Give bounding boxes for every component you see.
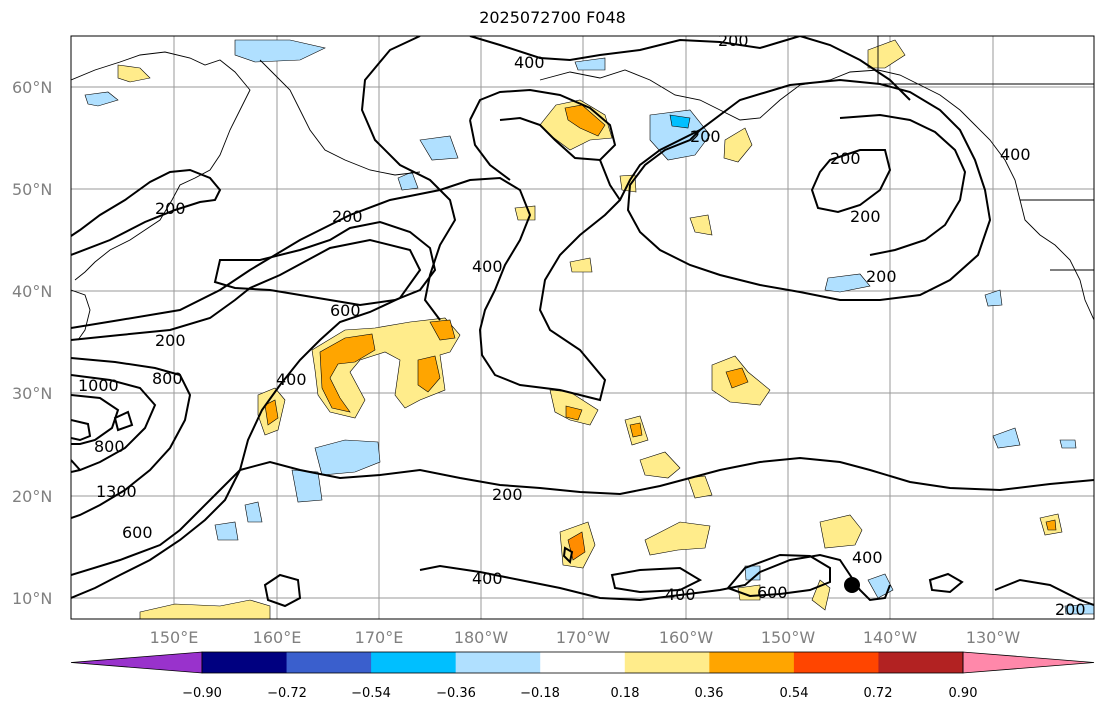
colorbar-segment: [286, 652, 372, 673]
contour-label: 200: [155, 331, 186, 350]
contour-label: 600: [122, 523, 153, 542]
latitude-labels: 60°N 50°N 40°N 30°N 20°N 10°N: [12, 78, 52, 608]
gridlines: [71, 36, 1094, 619]
contour-label: 200: [492, 485, 523, 504]
contour-label: 400: [472, 257, 503, 276]
contour-label: 200: [850, 207, 881, 226]
lon-label: 150°W: [761, 628, 816, 647]
map-border: [70, 35, 1095, 620]
contour-label: 800: [94, 437, 125, 456]
contour-label: 1300: [96, 482, 137, 501]
colorbar-tick-label: 0.72: [864, 686, 893, 701]
coastlines: [71, 36, 1094, 341]
contour-label: 1000: [78, 376, 119, 395]
contour-label: 200: [718, 31, 749, 50]
colorbar-segments: [70, 651, 1095, 674]
lat-label: 20°N: [12, 487, 52, 506]
contour-lines: [71, 36, 1094, 608]
lat-label: 40°N: [12, 282, 52, 301]
contour-label: 400: [1000, 145, 1031, 164]
colorbar-extend-low: [70, 651, 203, 674]
contour-labels: 200 400 200 200 200 400 600 200 200 200 …: [78, 31, 1086, 619]
lon-label: 170°E: [355, 628, 404, 647]
contour-label: 200: [155, 199, 186, 218]
plot-title: 2025072700 F048: [479, 8, 626, 27]
lat-label: 10°N: [12, 589, 52, 608]
colorbar-tick-label: −0.36: [436, 686, 476, 701]
lon-label: 130°W: [966, 628, 1021, 647]
colorbar-outline: [201, 651, 964, 674]
storm-location-marker: [844, 577, 860, 593]
contour-label: 200: [830, 149, 861, 168]
colorbar-tick-label: −0.54: [351, 686, 391, 701]
contour-label: 400: [472, 569, 503, 588]
lat-label: 30°N: [12, 384, 52, 403]
colorbar-segment: [371, 652, 457, 673]
contour-label: 600: [330, 301, 361, 320]
colorbar-tick-label: −0.18: [520, 686, 560, 701]
colorbar-segment: [455, 652, 541, 673]
colorbar-segment: [878, 652, 964, 673]
colorbar-ticks: −0.90 −0.72 −0.54 −0.36 −0.18 0.18 0.36 …: [182, 686, 977, 701]
colorbar-tick-label: −0.90: [182, 686, 222, 701]
colorbar-segment: [624, 652, 710, 673]
colorbar-segment: [793, 652, 879, 673]
contour-label: 400: [514, 53, 545, 72]
contour-label: 200: [1055, 600, 1086, 619]
lon-label: 140°W: [863, 628, 918, 647]
lon-label: 160°E: [253, 628, 302, 647]
colorbar-tick-label: 0.18: [611, 686, 640, 701]
lat-label: 50°N: [12, 180, 52, 199]
colorbar-tick-label: 0.36: [695, 686, 724, 701]
lon-label: 150°E: [150, 628, 199, 647]
lon-label: 180°W: [454, 628, 509, 647]
contour-label: 200: [866, 267, 897, 286]
shaded-anomalies: [84, 39, 1094, 619]
longitude-labels: 150°E 160°E 170°E 180°W 170°W 160°W 150°…: [150, 628, 1021, 647]
colorbar-tick-label: 0.54: [780, 686, 809, 701]
contour-label: 400: [665, 585, 696, 604]
colorbar-tick-label: −0.72: [267, 686, 307, 701]
colorbar-extend-high: [962, 651, 1095, 674]
lon-label: 160°W: [659, 628, 714, 647]
contour-label: 200: [332, 207, 363, 226]
contour-label: 600: [757, 583, 788, 602]
colorbar-segment: [540, 652, 626, 673]
contour-label: 800: [152, 369, 183, 388]
contour-label: 400: [852, 548, 883, 567]
lat-label: 60°N: [12, 78, 52, 97]
contour-label: 400: [276, 370, 307, 389]
lon-label: 170°W: [556, 628, 611, 647]
contour-label: 200: [690, 127, 721, 146]
colorbar-segment: [709, 652, 795, 673]
colorbar-tick-label: 0.90: [949, 686, 978, 701]
colorbar-segment: [202, 652, 288, 673]
